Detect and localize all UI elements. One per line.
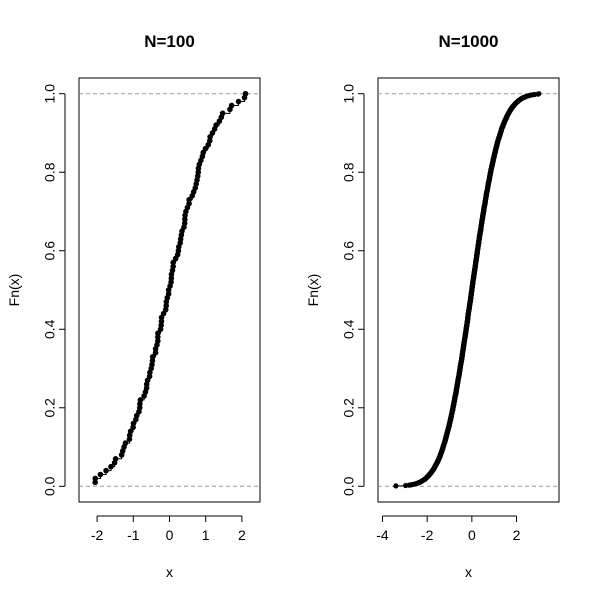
y-tick-label: 0.0: [42, 476, 58, 496]
chart-title: N=100: [144, 32, 195, 51]
ecdf-point: [235, 98, 242, 105]
x-tick-label: -1: [127, 527, 140, 543]
panel-1: N=100 -2 -1 0 1 2 0.0 0.2 0.4 0.6 0.8 1.0 x Fn(x): [6, 32, 261, 580]
ecdf-point: [122, 440, 129, 446]
x-tick-label: 0: [468, 527, 476, 543]
ecdf-point: [149, 353, 156, 360]
ecdf-point: [393, 483, 399, 489]
ecdf-point: [168, 275, 175, 282]
y-tick-label: 1.0: [42, 84, 58, 104]
ecdf-point: [155, 338, 161, 344]
ecdf-point: [186, 196, 192, 203]
ecdf-point: [97, 471, 104, 478]
ecdf-points: [92, 90, 249, 486]
ecdf-point: [103, 467, 109, 474]
y-axis-label: Fn(x): [6, 274, 22, 307]
ecdf-point: [92, 475, 99, 482]
plot-frame: [78, 77, 261, 503]
ecdf-point: [165, 291, 172, 297]
x-tick-label: 0: [166, 527, 174, 543]
ecdf-point: [181, 220, 188, 227]
y-tick-label: 0.8: [341, 162, 357, 182]
ecdf-point: [152, 350, 159, 356]
x-tick-label: 2: [513, 527, 521, 543]
y-tick-label: 0.0: [341, 476, 357, 496]
y-tick-label: 0.8: [42, 162, 58, 182]
ecdf-point: [136, 404, 143, 411]
ecdf-point: [536, 91, 542, 97]
ecdf-point: [155, 334, 161, 340]
ecdf-point: [219, 110, 226, 117]
ecdf-point: [112, 456, 119, 462]
ecdf-point: [213, 122, 219, 128]
y-tick-label: 1.0: [341, 84, 357, 104]
y-axis-label: Fn(x): [305, 274, 321, 307]
x-tick-label: -4: [376, 527, 389, 543]
panel-2: N=1000 -4 -2 0 2 0.0 0.2 0.4 0.6 0.8 1.0 x Fn(x): [305, 32, 560, 580]
ecdf-point: [170, 263, 176, 270]
ecdf-point: [155, 330, 161, 336]
x-tick-label: -2: [91, 527, 104, 543]
ecdf-point: [186, 200, 192, 207]
ecdf-point: [158, 318, 165, 325]
y-tick-label: 0.6: [42, 241, 58, 261]
ecdf-point: [92, 479, 98, 486]
x-tick-label: -2: [421, 527, 434, 543]
x-tick-label: 2: [238, 527, 246, 543]
ecdf-points: [393, 91, 542, 489]
chart-title: N=1000: [438, 32, 498, 51]
x-tick-label: 1: [202, 527, 210, 543]
ecdf-point: [108, 463, 114, 470]
ecdf-point: [163, 302, 169, 309]
y-tick-label: 0.6: [341, 241, 357, 261]
ecdf-point: [137, 397, 144, 403]
y-tick-label: 0.2: [341, 398, 357, 418]
plot-frame: [377, 77, 560, 503]
y-tick-label: 0.4: [42, 319, 58, 339]
ecdf-point: [202, 145, 209, 152]
ecdf-point: [242, 90, 249, 97]
x-axis-label: x: [465, 564, 472, 580]
x-axis-label: x: [166, 564, 173, 580]
ecdf-point: [228, 102, 235, 109]
y-tick-label: 0.2: [42, 398, 58, 418]
y-tick-label: 0.4: [341, 319, 357, 339]
ecdf-step-line: [395, 93, 540, 487]
ecdf-point: [143, 385, 150, 391]
